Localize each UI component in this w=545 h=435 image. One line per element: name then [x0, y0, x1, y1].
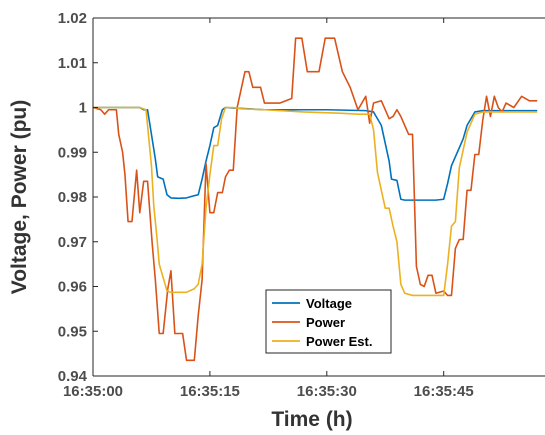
y-tick-label: 0.96: [58, 279, 87, 296]
y-tick-label: 0.99: [58, 144, 87, 161]
series-line-power: [93, 37, 538, 362]
y-tick-label: 0.97: [58, 234, 87, 251]
y-axis-title: Voltage, Power (pu): [8, 100, 31, 294]
y-tick-label: 1: [79, 100, 87, 117]
x-tick-label: 16:35:00: [63, 383, 123, 400]
y-tick-label: 0.98: [58, 189, 87, 206]
legend: Voltage Power Power Est.: [265, 289, 392, 354]
legend-label-voltage: Voltage: [306, 296, 352, 311]
x-axis-title: Time (h): [271, 408, 352, 431]
x-tick-label: 16:35:15: [180, 383, 240, 400]
y-tick-label: 0.95: [58, 323, 87, 340]
y-tick-label: 1.02: [58, 10, 87, 27]
x-tick-label: 16:35:45: [414, 383, 474, 400]
series-line-power-est: [93, 106, 538, 297]
y-tick-label: 1.01: [58, 55, 87, 72]
y-tick-label: 0.94: [58, 368, 88, 385]
x-tick-label: 16:35:30: [297, 383, 357, 400]
legend-label-power: Power: [306, 315, 345, 330]
legend-label-power-est: Power Est.: [306, 334, 372, 349]
